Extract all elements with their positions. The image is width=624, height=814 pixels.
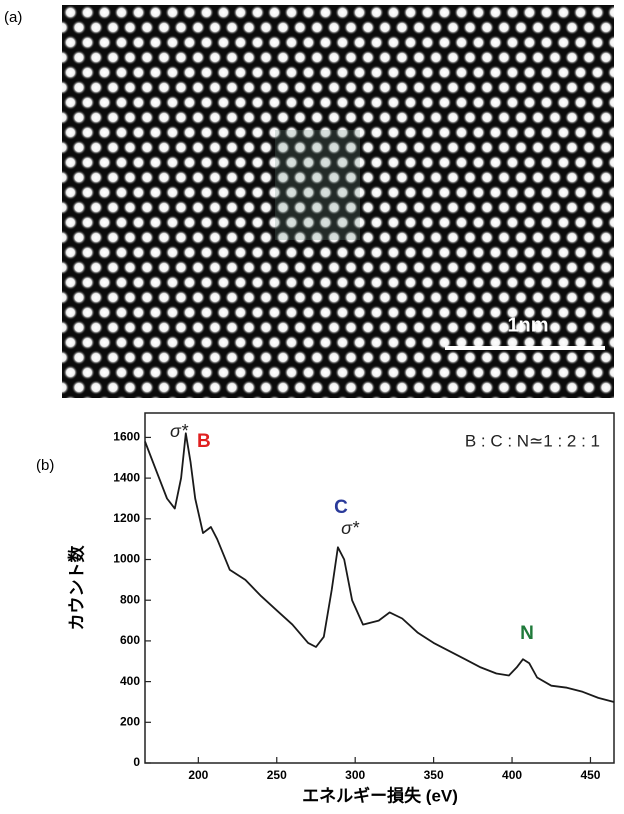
annotation: B : C : N≃1 : 2 : 1 [465, 431, 600, 450]
y-tick-label: 1400 [113, 470, 140, 484]
x-axis-label: エネルギー損失 (eV) [302, 785, 458, 805]
annotation: B [197, 431, 211, 452]
y-tick-label: 400 [120, 674, 140, 688]
y-axis-label: カウント数 [66, 545, 86, 631]
highlight-region [275, 130, 360, 240]
x-tick-label: 300 [345, 768, 365, 782]
annotation: C [334, 497, 348, 518]
spectrum-line [144, 432, 615, 703]
y-tick-label: 1600 [113, 430, 140, 444]
plot-frame [144, 412, 615, 764]
x-tick-label: 250 [267, 768, 287, 782]
y-tick-label: 200 [120, 714, 140, 728]
y-tick-label: 800 [120, 592, 140, 606]
annotation: N [520, 623, 534, 644]
x-tick-label: 450 [580, 768, 600, 782]
x-tick-label: 200 [188, 768, 208, 782]
x-tick-label: 400 [502, 768, 522, 782]
scale-bar-label: 1nm [507, 314, 548, 336]
y-tick-label: 0 [133, 755, 140, 769]
y-tick-label: 1200 [113, 511, 140, 525]
panel-label: (a) [4, 9, 22, 26]
lattice-image [62, 5, 614, 398]
y-tick-label: 1000 [113, 552, 140, 566]
x-tick-label: 350 [424, 768, 444, 782]
y-tick-label: 600 [120, 633, 140, 647]
panel-label: (b) [36, 457, 54, 474]
annotation: σ* [341, 518, 360, 538]
annotation: σ* [170, 421, 189, 441]
